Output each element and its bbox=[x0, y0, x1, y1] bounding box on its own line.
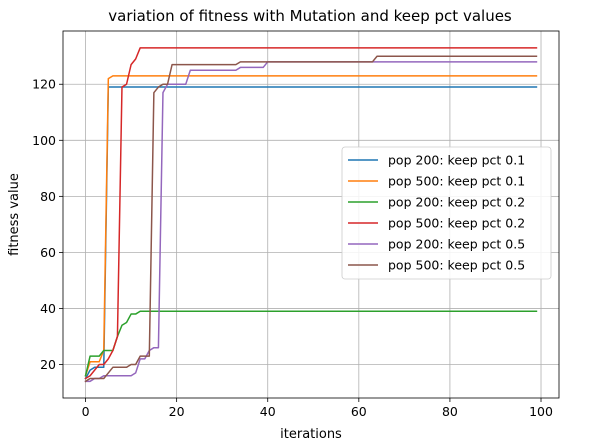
legend-label-2: pop 500: keep pct 0.1 bbox=[388, 174, 525, 189]
x-tick-label: 0 bbox=[82, 404, 90, 419]
legend-label-6: pop 500: keep pct 0.5 bbox=[388, 258, 525, 273]
series-line-2 bbox=[84, 75, 538, 377]
y-tick-label: 60 bbox=[40, 245, 56, 260]
x-axis-label: iterations bbox=[280, 427, 342, 442]
x-tick-label: 60 bbox=[351, 404, 367, 419]
chart-title: variation of fitness with Mutation and k… bbox=[108, 7, 512, 25]
x-tick-label: 40 bbox=[260, 404, 276, 419]
legend-box bbox=[341, 146, 552, 280]
x-tick-label: 20 bbox=[169, 404, 185, 419]
series-line-6 bbox=[84, 55, 538, 383]
legend-label-4: pop 500: keep pct 0.2 bbox=[388, 216, 525, 231]
plot-area-frame bbox=[62, 30, 560, 399]
legend-items: pop 200: keep pct 0.1 pop 500: keep pct … bbox=[348, 153, 525, 273]
y-axis-label: fitness value bbox=[7, 173, 22, 256]
x-tick-label: 80 bbox=[442, 404, 458, 419]
legend-label-3: pop 200: keep pct 0.2 bbox=[388, 195, 525, 210]
legend-label-1: pop 200: keep pct 0.1 bbox=[388, 153, 525, 168]
legend: pop 200: keep pct 0.1 pop 500: keep pct … bbox=[341, 146, 552, 280]
y-tick-label: 120 bbox=[32, 77, 56, 92]
y-tick-label: 100 bbox=[32, 133, 56, 148]
y-tick-label: 40 bbox=[40, 301, 56, 316]
legend-label-5: pop 200: keep pct 0.5 bbox=[388, 237, 525, 252]
axis-ticks: 0 20 40 60 80 100 20 40 60 80 100 120 bbox=[32, 77, 553, 419]
series-lines bbox=[84, 47, 538, 383]
y-tick-label: 80 bbox=[40, 189, 56, 204]
y-tick-label: 20 bbox=[40, 357, 56, 372]
x-tick-label: 100 bbox=[529, 404, 553, 419]
series-line-3 bbox=[84, 310, 538, 377]
series-line-4 bbox=[84, 47, 538, 380]
